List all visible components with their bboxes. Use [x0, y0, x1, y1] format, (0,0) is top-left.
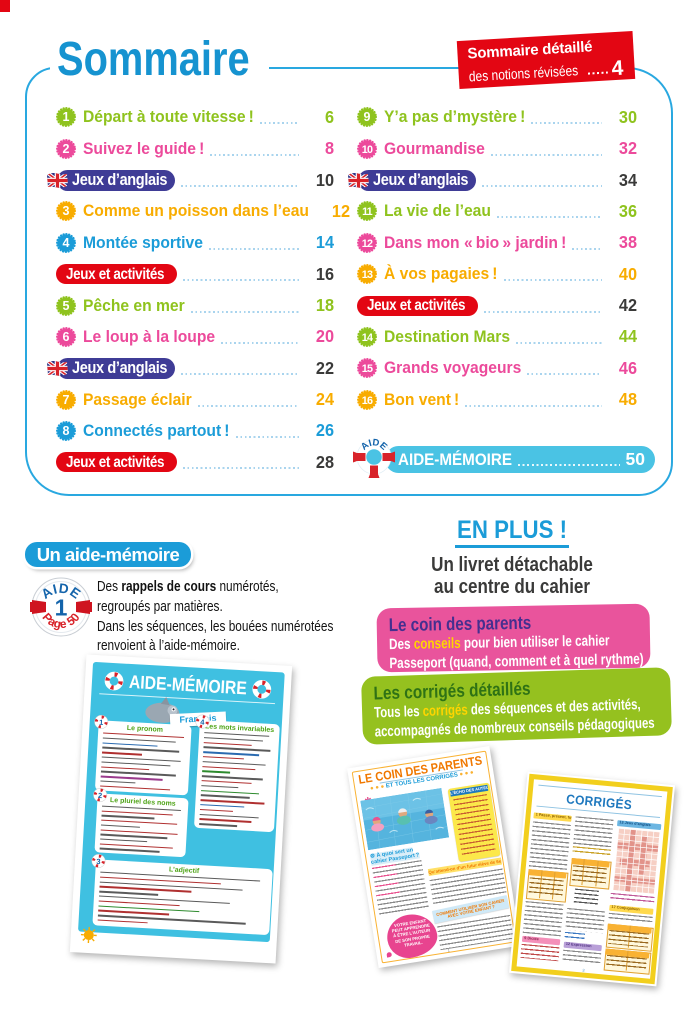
- svg-text:5: 5: [63, 299, 70, 313]
- svg-text:8: 8: [63, 424, 70, 438]
- svg-text:3: 3: [96, 857, 101, 866]
- svg-text:Page 50: Page 50: [39, 610, 82, 631]
- svg-text:1: 1: [63, 110, 70, 124]
- svg-text:2: 2: [98, 791, 103, 800]
- svg-text:3: 3: [63, 204, 70, 218]
- svg-text:11: 11: [362, 206, 373, 218]
- svg-text:14: 14: [362, 332, 373, 344]
- svg-text:9: 9: [364, 110, 371, 124]
- svg-text:1: 1: [99, 718, 104, 727]
- svg-text:15: 15: [362, 363, 373, 375]
- svg-text:6: 6: [63, 330, 70, 344]
- svg-text:4: 4: [63, 236, 70, 250]
- svg-text:10: 10: [362, 144, 373, 156]
- svg-text:12: 12: [362, 238, 373, 250]
- svg-text:2: 2: [63, 142, 70, 156]
- svg-text:13: 13: [362, 269, 373, 281]
- svg-text:4: 4: [200, 717, 205, 726]
- svg-text:16: 16: [362, 395, 373, 407]
- svg-text:7: 7: [63, 393, 70, 407]
- svg-text:1: 1: [55, 595, 68, 621]
